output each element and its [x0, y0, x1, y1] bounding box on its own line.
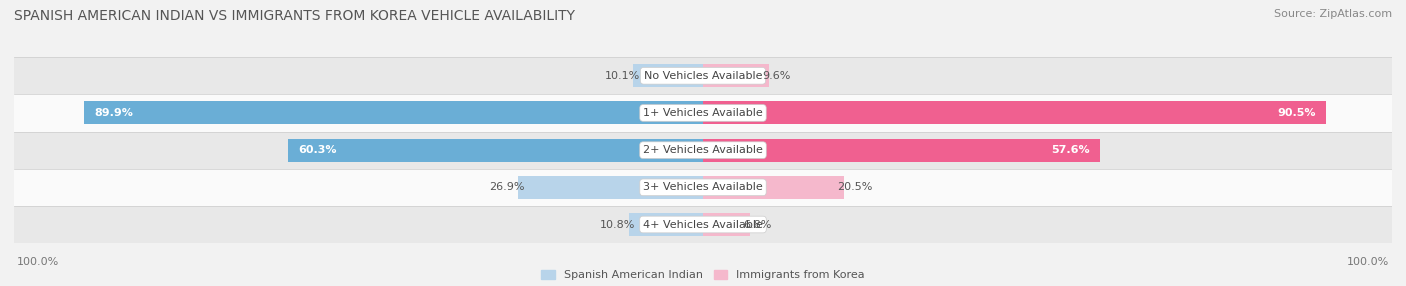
Text: 100.0%: 100.0% [1347, 257, 1389, 267]
Text: 20.5%: 20.5% [838, 182, 873, 192]
Text: 4+ Vehicles Available: 4+ Vehicles Available [643, 220, 763, 229]
Bar [14, 132, 1392, 169]
Bar [14, 206, 1392, 243]
Text: 1+ Vehicles Available: 1+ Vehicles Available [643, 108, 763, 118]
Bar [703, 176, 844, 199]
Text: 26.9%: 26.9% [489, 182, 524, 192]
Text: 100.0%: 100.0% [17, 257, 59, 267]
Text: 9.6%: 9.6% [762, 71, 790, 81]
Text: 90.5%: 90.5% [1278, 108, 1316, 118]
Text: 6.8%: 6.8% [742, 220, 772, 229]
Text: Source: ZipAtlas.com: Source: ZipAtlas.com [1274, 9, 1392, 19]
Text: SPANISH AMERICAN INDIAN VS IMMIGRANTS FROM KOREA VEHICLE AVAILABILITY: SPANISH AMERICAN INDIAN VS IMMIGRANTS FR… [14, 9, 575, 23]
Text: 60.3%: 60.3% [298, 145, 336, 155]
Text: 10.8%: 10.8% [600, 220, 636, 229]
Text: 57.6%: 57.6% [1050, 145, 1090, 155]
Text: 89.9%: 89.9% [94, 108, 132, 118]
Bar [288, 139, 703, 162]
Bar [703, 139, 1099, 162]
Text: 10.1%: 10.1% [605, 71, 640, 81]
Bar [703, 64, 769, 87]
Bar [83, 102, 703, 124]
Text: No Vehicles Available: No Vehicles Available [644, 71, 762, 81]
Text: 2+ Vehicles Available: 2+ Vehicles Available [643, 145, 763, 155]
Bar [14, 94, 1392, 132]
Bar [634, 64, 703, 87]
Bar [703, 102, 1326, 124]
Bar [628, 213, 703, 236]
Legend: Spanish American Indian, Immigrants from Korea: Spanish American Indian, Immigrants from… [541, 270, 865, 281]
Bar [14, 57, 1392, 94]
Bar [703, 213, 749, 236]
Text: 3+ Vehicles Available: 3+ Vehicles Available [643, 182, 763, 192]
Bar [14, 169, 1392, 206]
Bar [517, 176, 703, 199]
